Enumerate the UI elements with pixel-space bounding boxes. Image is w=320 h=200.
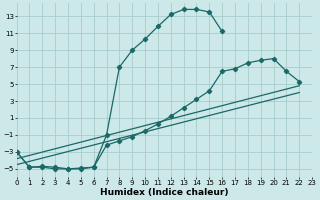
X-axis label: Humidex (Indice chaleur): Humidex (Indice chaleur) <box>100 188 228 197</box>
